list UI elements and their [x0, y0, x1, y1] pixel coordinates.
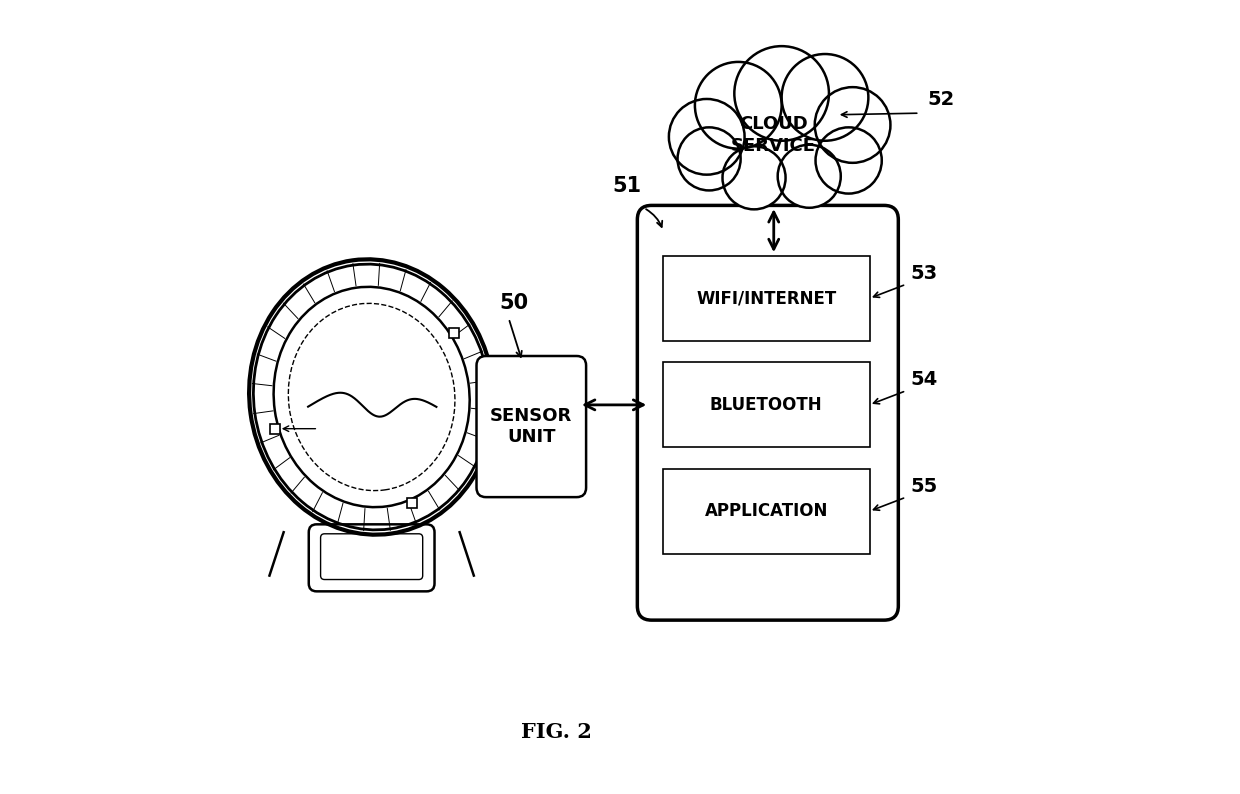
Circle shape	[815, 87, 890, 163]
Text: 55: 55	[910, 476, 937, 495]
FancyBboxPatch shape	[662, 256, 870, 341]
Text: 50: 50	[500, 293, 528, 313]
Circle shape	[781, 54, 868, 141]
Text: APPLICATION: APPLICATION	[704, 503, 828, 520]
FancyBboxPatch shape	[476, 356, 587, 497]
Bar	[407, 498, 417, 508]
Text: SENSOR
UNIT: SENSOR UNIT	[490, 407, 573, 446]
Text: 52: 52	[928, 91, 955, 110]
Text: FIG. 2: FIG. 2	[522, 722, 593, 742]
FancyBboxPatch shape	[321, 534, 423, 580]
Bar	[270, 423, 280, 434]
Text: WIFI/INTERNET: WIFI/INTERNET	[696, 290, 837, 307]
Circle shape	[777, 145, 841, 208]
FancyBboxPatch shape	[662, 362, 870, 448]
Circle shape	[734, 46, 828, 141]
FancyBboxPatch shape	[662, 468, 870, 554]
FancyBboxPatch shape	[637, 206, 898, 620]
Text: 53: 53	[910, 264, 937, 283]
Text: 51: 51	[613, 176, 641, 196]
Bar	[449, 328, 459, 338]
Circle shape	[723, 146, 786, 210]
Text: CLOUD
SERVICE: CLOUD SERVICE	[732, 115, 816, 156]
FancyBboxPatch shape	[309, 524, 434, 592]
Circle shape	[677, 127, 740, 191]
Circle shape	[816, 127, 882, 194]
Text: 54: 54	[910, 370, 937, 389]
Text: BLUETOOTH: BLUETOOTH	[711, 396, 822, 414]
Circle shape	[694, 62, 781, 148]
Circle shape	[668, 99, 744, 175]
